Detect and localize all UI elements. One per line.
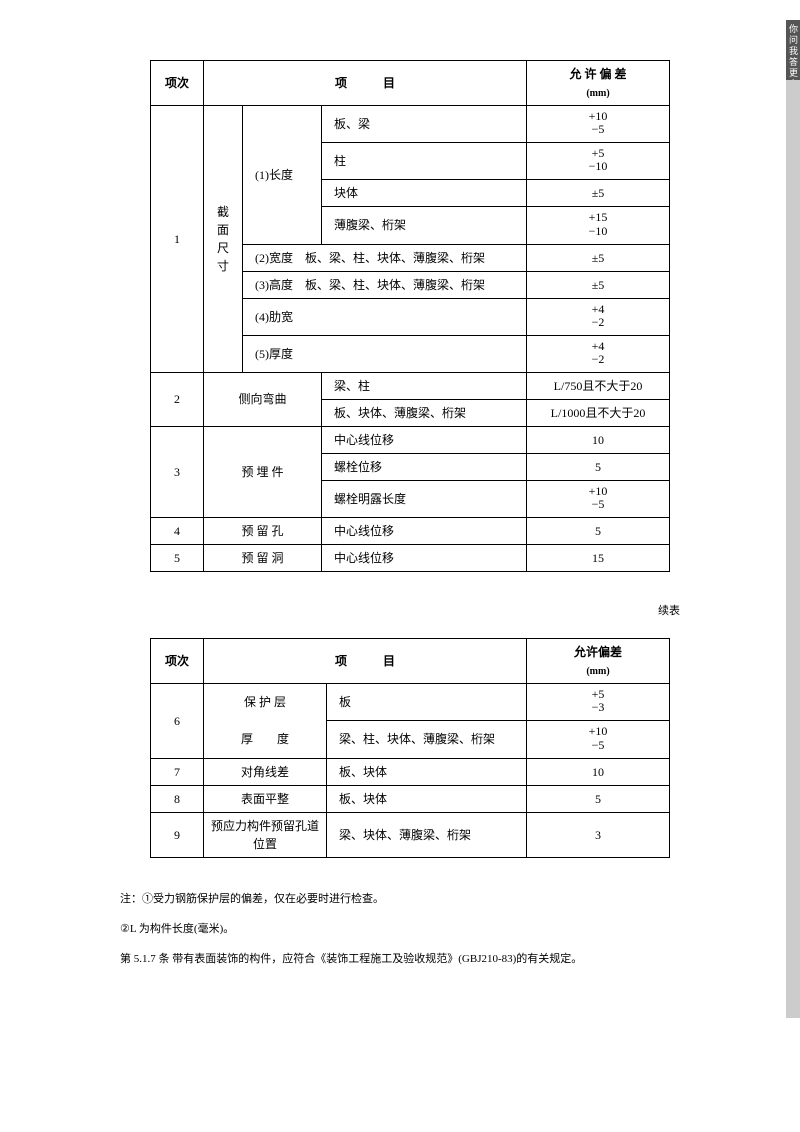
cell-item: 中心线位移 bbox=[322, 545, 527, 572]
header-tolerance: 允 许 偏 差(mm) bbox=[527, 61, 670, 106]
cell-category: 对角线差 bbox=[204, 758, 327, 785]
cell-item: (3)高度 板、梁、柱、块体、薄腹梁、桁架 bbox=[243, 271, 527, 298]
cell-category: 截面尺寸 bbox=[204, 106, 243, 373]
table-row: 9 预应力构件预留孔道位置 梁、块体、薄腹梁、桁架 3 bbox=[151, 812, 670, 857]
cell-num: 4 bbox=[151, 518, 204, 545]
cell-value: +10−5 bbox=[527, 480, 670, 517]
table-row: 4 预 留 孔 中心线位移 5 bbox=[151, 518, 670, 545]
note-3: 第 5.1.7 条 带有表面装饰的构件，应符合《装饰工程施工及验收规范》(GBJ… bbox=[120, 948, 720, 970]
cell-sub: (1)长度 bbox=[243, 106, 322, 245]
cell-value: 5 bbox=[527, 453, 670, 480]
cell-num: 7 bbox=[151, 758, 204, 785]
cell-item: (4)肋宽 bbox=[243, 298, 527, 335]
cell-num: 2 bbox=[151, 372, 204, 426]
table-row: 1 截面尺寸 (1)长度 板、梁 +10−5 bbox=[151, 106, 670, 143]
table-row: 6 保 护 层 板 +5−3 bbox=[151, 684, 670, 721]
cell-item: 板、块体 bbox=[327, 758, 527, 785]
tolerance-table-1: 项次 项 目 允 许 偏 差(mm) 1 截面尺寸 (1)长度 板、梁 +10−… bbox=[150, 60, 670, 572]
cell-num: 8 bbox=[151, 785, 204, 812]
header-item-name: 项 目 bbox=[204, 639, 527, 684]
cell-item: 板、梁 bbox=[322, 106, 527, 143]
table-row: 8 表面平整 板、块体 5 bbox=[151, 785, 670, 812]
cell-value: +5−10 bbox=[527, 143, 670, 180]
cell-item: 薄腹梁、桁架 bbox=[322, 207, 527, 244]
cell-item: 柱 bbox=[322, 143, 527, 180]
cell-item: 螺栓位移 bbox=[322, 453, 527, 480]
cell-category: 表面平整 bbox=[204, 785, 327, 812]
cell-value: +5−3 bbox=[527, 684, 670, 721]
cell-category: 预 留 洞 bbox=[204, 545, 322, 572]
cell-item: 梁、块体、薄腹梁、桁架 bbox=[327, 812, 527, 857]
cell-value: +4−2 bbox=[527, 335, 670, 372]
cell-value: +10−5 bbox=[527, 721, 670, 758]
continuation-label: 续表 bbox=[100, 602, 680, 618]
footnotes: 注：①受力钢筋保护层的偏差，仅在必要时进行检查。 ②L 为构件长度(毫米)。 第… bbox=[120, 888, 720, 970]
cell-num: 9 bbox=[151, 812, 204, 857]
cell-item: 梁、柱 bbox=[322, 372, 527, 399]
cell-value: 15 bbox=[527, 545, 670, 572]
cell-item: (2)宽度 板、梁、柱、块体、薄腹梁、桁架 bbox=[243, 244, 527, 271]
cell-value: L/1000且不大于20 bbox=[527, 399, 670, 426]
tolerance-table-2: 项次 项 目 允许偏差(mm) 6 保 护 层 板 +5−3 厚 度 梁、柱、块… bbox=[150, 638, 670, 857]
cell-category: 预应力构件预留孔道位置 bbox=[204, 812, 327, 857]
cell-value: 10 bbox=[527, 426, 670, 453]
cell-item: 板、块体 bbox=[327, 785, 527, 812]
cell-value: ±5 bbox=[527, 180, 670, 207]
cell-value: 5 bbox=[527, 785, 670, 812]
cell-value: 5 bbox=[527, 518, 670, 545]
cell-item: 螺栓明露长度 bbox=[322, 480, 527, 517]
cell-value: +4−2 bbox=[527, 298, 670, 335]
cell-item: 板、块体、薄腹梁、桁架 bbox=[322, 399, 527, 426]
table-row: 2 侧向弯曲 梁、柱 L/750且不大于20 bbox=[151, 372, 670, 399]
header-tolerance: 允许偏差(mm) bbox=[527, 639, 670, 684]
cell-value: L/750且不大于20 bbox=[527, 372, 670, 399]
note-1: 注：①受力钢筋保护层的偏差，仅在必要时进行检查。 bbox=[120, 888, 720, 910]
cell-item: 梁、柱、块体、薄腹梁、桁架 bbox=[327, 721, 527, 758]
cell-value: +15−10 bbox=[527, 207, 670, 244]
cell-item: 中心线位移 bbox=[322, 426, 527, 453]
table-header-row: 项次 项 目 允 许 偏 差(mm) bbox=[151, 61, 670, 106]
cell-item: 块体 bbox=[322, 180, 527, 207]
cell-item: 中心线位移 bbox=[322, 518, 527, 545]
cell-num: 5 bbox=[151, 545, 204, 572]
cell-category: 预 留 孔 bbox=[204, 518, 322, 545]
table-row: 7 对角线差 板、块体 10 bbox=[151, 758, 670, 785]
cell-value: +10−5 bbox=[527, 106, 670, 143]
cell-value: ±5 bbox=[527, 244, 670, 271]
document-page: 你问我答更多 项次 项 目 允 许 偏 差(mm) 1 截面尺寸 (1)长度 板… bbox=[0, 0, 800, 1018]
cell-category: 侧向弯曲 bbox=[204, 372, 322, 426]
cell-value: 10 bbox=[527, 758, 670, 785]
cell-num: 3 bbox=[151, 426, 204, 517]
side-bar bbox=[786, 80, 800, 1018]
cell-num: 1 bbox=[151, 106, 204, 373]
cell-value: ±5 bbox=[527, 271, 670, 298]
cell-category: 保 护 层 bbox=[204, 684, 327, 721]
cell-item: 板 bbox=[327, 684, 527, 721]
header-item-no: 项次 bbox=[151, 61, 204, 106]
header-item-no: 项次 bbox=[151, 639, 204, 684]
table-row: 5 预 留 洞 中心线位移 15 bbox=[151, 545, 670, 572]
cell-category: 预 埋 件 bbox=[204, 426, 322, 517]
note-2: ②L 为构件长度(毫米)。 bbox=[120, 918, 720, 940]
cell-value: 3 bbox=[527, 812, 670, 857]
table-row: 3 预 埋 件 中心线位移 10 bbox=[151, 426, 670, 453]
cell-item: (5)厚度 bbox=[243, 335, 527, 372]
cell-num: 6 bbox=[151, 684, 204, 758]
header-item-name: 项 目 bbox=[204, 61, 527, 106]
table-header-row: 项次 项 目 允许偏差(mm) bbox=[151, 639, 670, 684]
cell-category: 厚 度 bbox=[204, 721, 327, 758]
table-row: 厚 度 梁、柱、块体、薄腹梁、桁架 +10−5 bbox=[151, 721, 670, 758]
